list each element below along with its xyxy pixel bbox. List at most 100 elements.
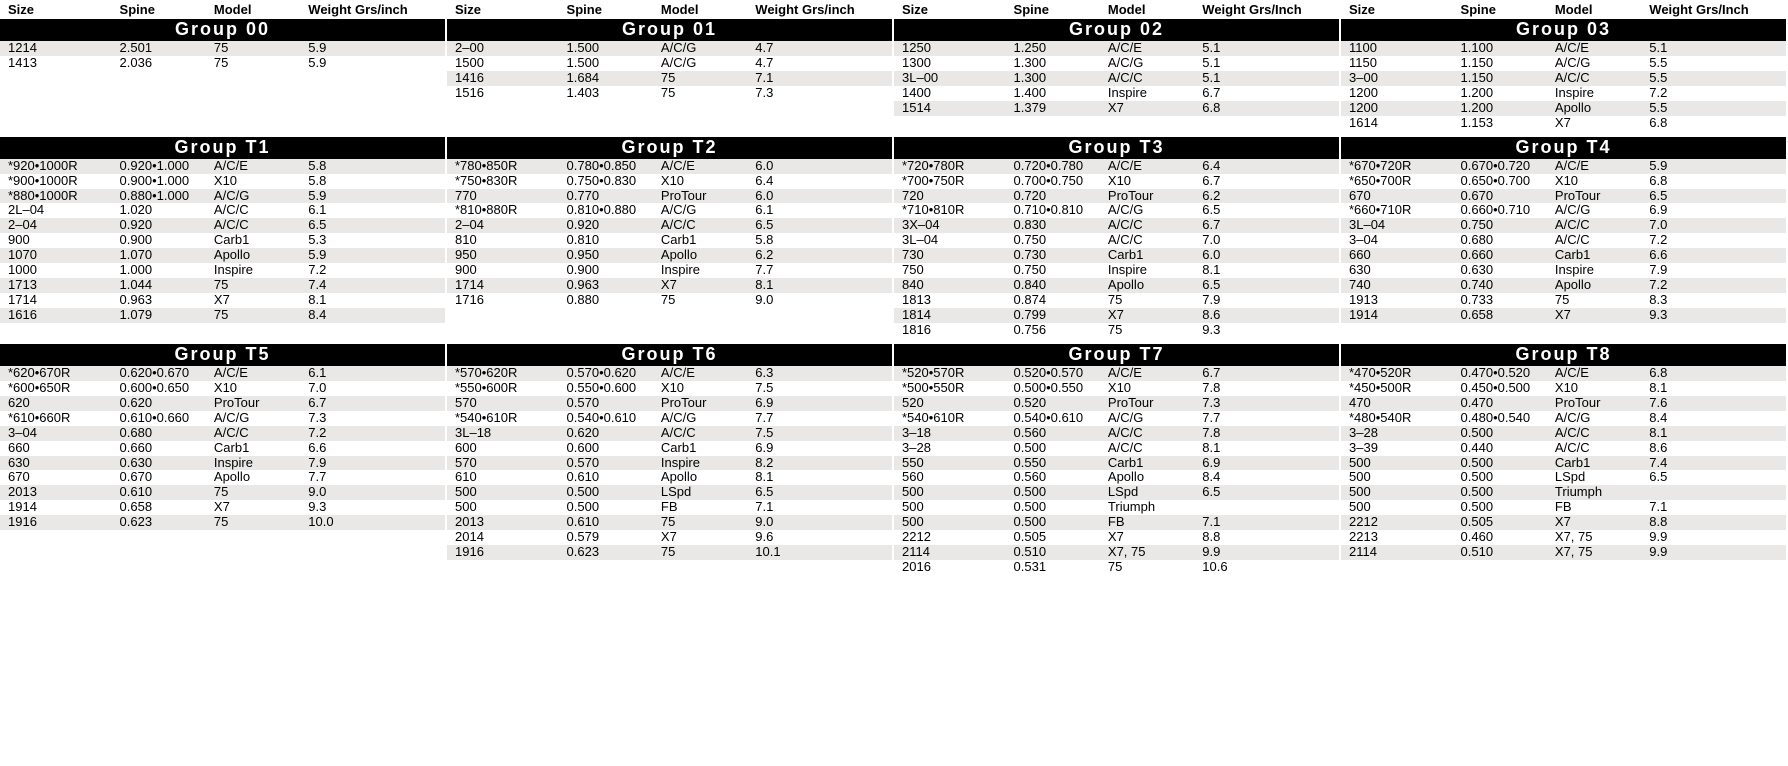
cell: 1.300 — [1014, 56, 1108, 71]
column-header: Model — [214, 2, 308, 17]
table-row: 2–040.920A/C/C6.5 — [447, 218, 892, 233]
cell: *610•660R — [8, 411, 120, 426]
table-row: 13001.300A/C/G5.1 — [894, 56, 1339, 71]
cell: 7.1 — [755, 500, 884, 515]
cell: 4.7 — [755, 56, 884, 71]
table-row: 7200.720ProTour6.2 — [894, 189, 1339, 204]
cell: 6.5 — [755, 218, 884, 233]
cell: *480•540R — [1349, 411, 1461, 426]
cell: *470•520R — [1349, 366, 1461, 381]
cell: 75 — [661, 86, 755, 101]
cell: A/C/C — [1108, 233, 1202, 248]
cell: 3–04 — [1349, 233, 1461, 248]
group-title: Group T3 — [894, 137, 1339, 159]
cell: 0.750 — [1014, 233, 1108, 248]
cell: FB — [1108, 515, 1202, 530]
table-row: 5500.550Carb16.9 — [894, 456, 1339, 471]
cell: 0.880•1.000 — [120, 189, 214, 204]
cell: A/C/G — [661, 203, 755, 218]
cell: 1714 — [455, 278, 567, 293]
cell: 6.8 — [1649, 366, 1778, 381]
cell: X7 — [661, 530, 755, 545]
cell: ProTour — [214, 396, 308, 411]
cell: 0.730 — [1014, 248, 1108, 263]
cell: 0.520•0.570 — [1014, 366, 1108, 381]
cell: 500 — [1349, 456, 1461, 471]
cell: 0.470•0.520 — [1461, 366, 1555, 381]
table-row: 5000.500LSpd6.5 — [894, 485, 1339, 500]
table-row: 5000.500Triumph — [894, 500, 1339, 515]
cell: *720•780R — [902, 159, 1014, 174]
table-row: *710•810R0.710•0.810A/C/G6.5 — [894, 203, 1339, 218]
cell: 1.200 — [1461, 101, 1555, 116]
cell: 500 — [902, 485, 1014, 500]
cell: 75 — [661, 71, 755, 86]
cell: 75 — [661, 545, 755, 560]
table-row: 7300.730Carb16.0 — [894, 248, 1339, 263]
group-title: Group 00 — [0, 19, 445, 41]
cell: FB — [1555, 500, 1649, 515]
cell: X7 — [1555, 308, 1649, 323]
group-title: Group T1 — [0, 137, 445, 159]
cell: 2.501 — [120, 41, 214, 56]
table-row: 6600.660Carb16.6 — [0, 441, 445, 456]
cell: 10.1 — [755, 545, 884, 560]
table-row: 7700.770ProTour6.0 — [447, 189, 892, 204]
cell: 6.8 — [1649, 174, 1778, 189]
cell: 0.500 — [567, 500, 661, 515]
table-row: 9000.900Inspire7.7 — [447, 263, 892, 278]
cell: 6.0 — [755, 189, 884, 204]
cell: 8.6 — [1649, 441, 1778, 456]
cell: 1.500 — [567, 41, 661, 56]
table-row: 16141.153X76.8 — [1341, 116, 1786, 131]
table-row: *900•1000R0.900•1.000X105.8 — [0, 174, 445, 189]
cell: 7.8 — [1202, 381, 1331, 396]
cell: X7 — [1555, 515, 1649, 530]
cell: 5.9 — [1649, 159, 1778, 174]
table-row: *540•610R0.540•0.610A/C/G7.7 — [894, 411, 1339, 426]
cell: 3L–18 — [455, 426, 567, 441]
cell: 6.5 — [1202, 203, 1331, 218]
table-row: 20130.610759.0 — [447, 515, 892, 530]
cell: 0.963 — [120, 293, 214, 308]
column-header: Size — [902, 2, 1014, 17]
cell: 75 — [214, 41, 308, 56]
cell: *670•720R — [1349, 159, 1461, 174]
cell: 740 — [1349, 278, 1461, 293]
cell: *540•610R — [902, 411, 1014, 426]
table-row: *620•670R0.620•0.670A/C/E6.1 — [0, 366, 445, 381]
cell: 0.733 — [1461, 293, 1555, 308]
column-headers: SizeSpineModelWeight Grs/Inch — [1341, 0, 1786, 19]
group-title: Group 02 — [894, 19, 1339, 41]
cell: Carb1 — [1108, 248, 1202, 263]
cell: 0.470 — [1461, 396, 1555, 411]
table-row: *500•550R0.500•0.550X107.8 — [894, 381, 1339, 396]
cell: 6.7 — [1202, 218, 1331, 233]
cell: A/C/G — [661, 41, 755, 56]
table-row: 7400.740Apollo7.2 — [1341, 278, 1786, 293]
cell: 0.840 — [1014, 278, 1108, 293]
cell: Apollo — [661, 470, 755, 485]
cell: 6.1 — [308, 203, 437, 218]
cell: 2.036 — [120, 56, 214, 71]
cell: X10 — [1555, 174, 1649, 189]
cell: ProTour — [1555, 396, 1649, 411]
table-row: 5200.520ProTour7.3 — [894, 396, 1339, 411]
cell: 0.900•1.000 — [120, 174, 214, 189]
cell: 6.7 — [308, 396, 437, 411]
cell: 3X–04 — [902, 218, 1014, 233]
cell: LSpd — [661, 485, 755, 500]
cell: 1.250 — [1014, 41, 1108, 56]
cell: A/C/C — [1108, 426, 1202, 441]
cell: 75 — [214, 278, 308, 293]
cell: 6.9 — [1202, 456, 1331, 471]
table-row: 22120.505X78.8 — [894, 530, 1339, 545]
cell: Inspire — [1108, 263, 1202, 278]
cell: A/C/C — [1555, 441, 1649, 456]
cell: A/C/C — [1555, 233, 1649, 248]
cell: 75 — [214, 56, 308, 71]
table-row: 17140.963X78.1 — [0, 293, 445, 308]
cell: Carb1 — [661, 441, 755, 456]
cell: ProTour — [1108, 396, 1202, 411]
cell: A/C/G — [1555, 411, 1649, 426]
